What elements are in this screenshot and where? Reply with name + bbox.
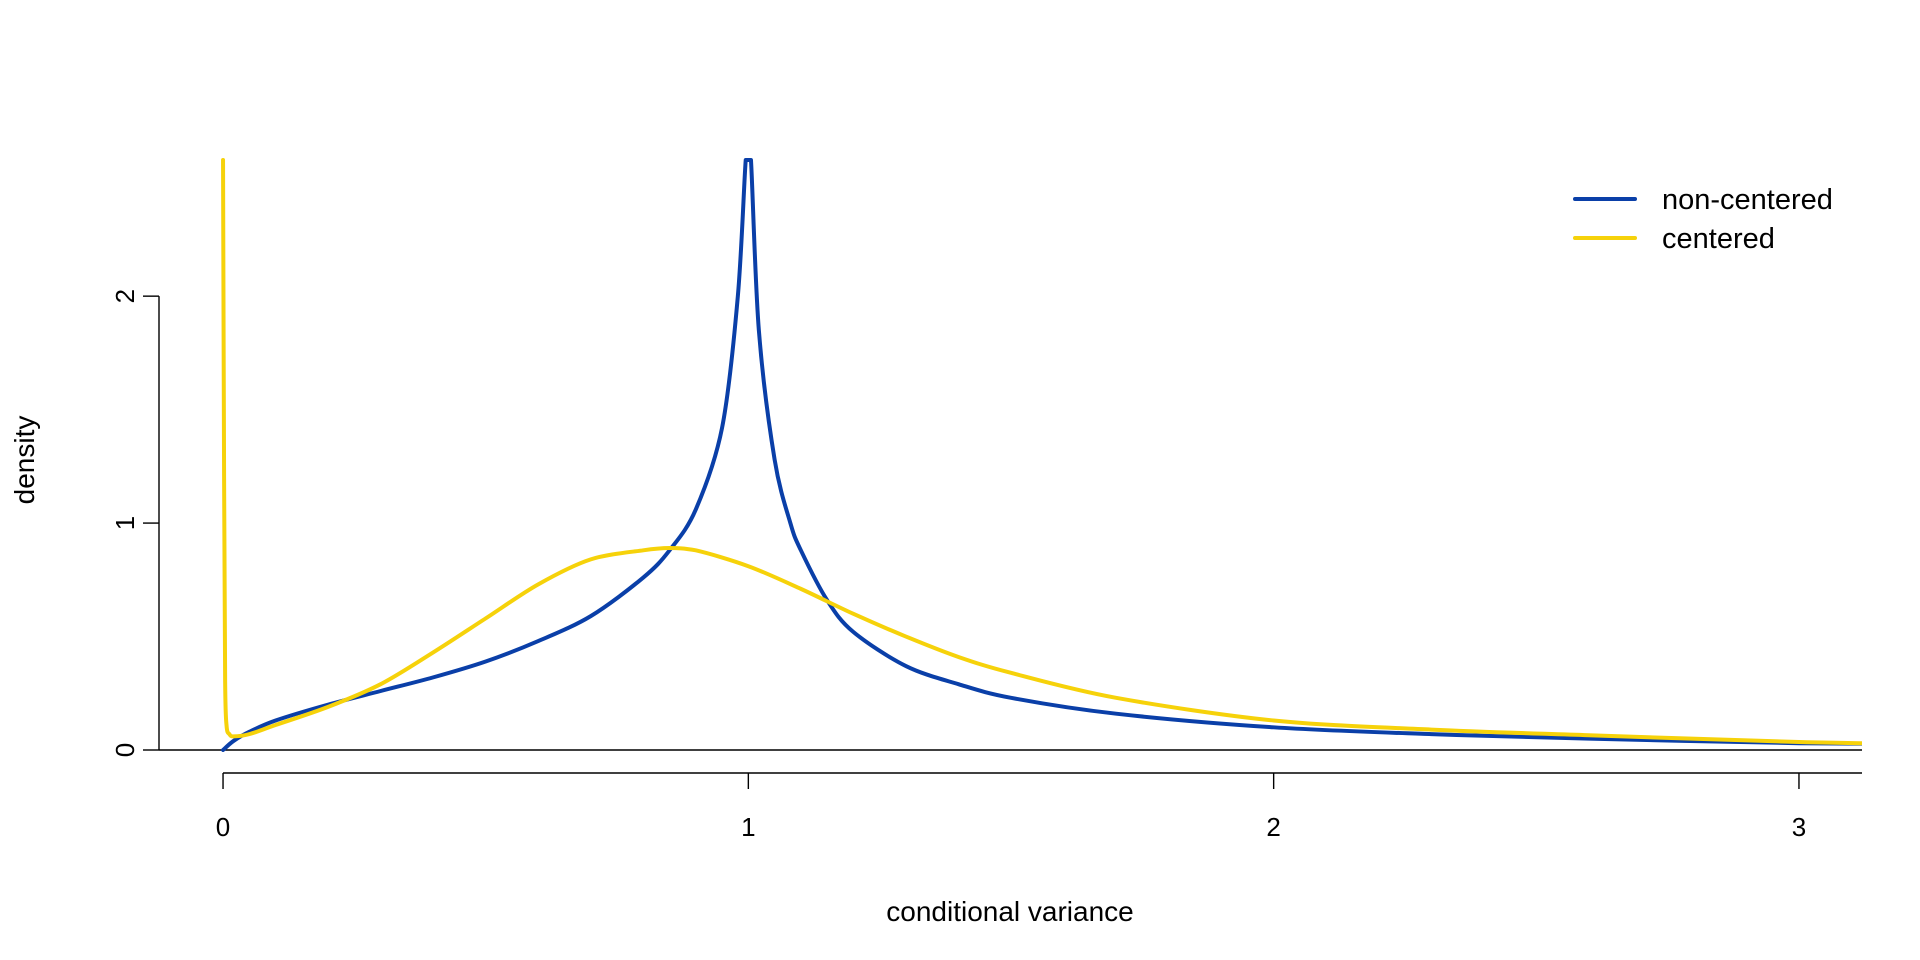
- y-tick-label: 0: [110, 743, 140, 757]
- y-tick-label: 2: [110, 289, 140, 303]
- series-line-non-centered: [221, 158, 1862, 752]
- y-axis-title: density: [9, 416, 40, 505]
- series-line-centered: [221, 158, 1862, 746]
- y-tick-label: 1: [110, 516, 140, 530]
- x-tick-label: 1: [741, 812, 755, 842]
- legend-label-centered: centered: [1662, 223, 1775, 255]
- x-tick-label: 2: [1266, 812, 1280, 842]
- legend-label-non-centered: non-centered: [1662, 184, 1833, 216]
- x-axis-ticks: 0 1 2 3: [216, 773, 1806, 842]
- x-tick-label: 3: [1792, 812, 1806, 842]
- x-tick-label: 0: [216, 812, 230, 842]
- y-axis-ticks: 0 1 2: [110, 289, 159, 757]
- series-group: [221, 158, 1862, 752]
- x-axis-title: conditional variance: [886, 896, 1134, 927]
- legend: non-centered centered: [1573, 184, 1833, 255]
